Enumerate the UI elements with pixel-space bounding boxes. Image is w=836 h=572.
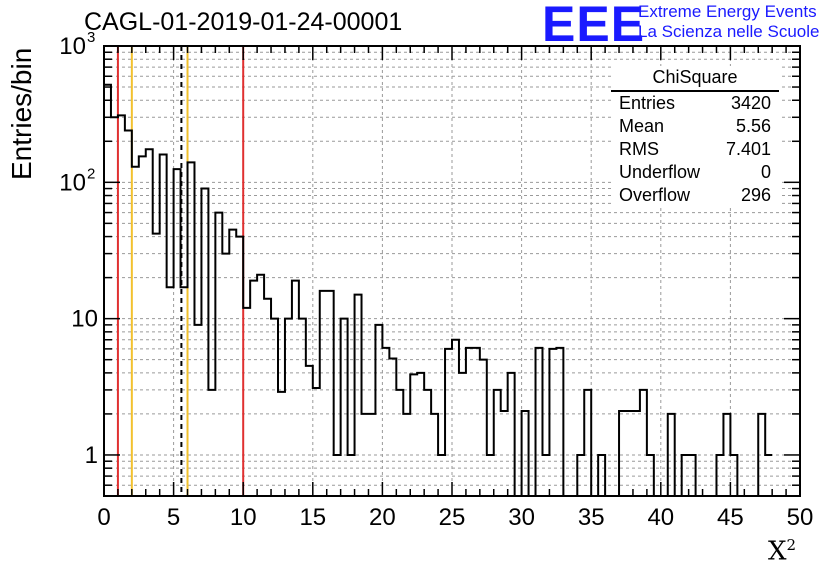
y-tick-label: 10 [71, 306, 98, 333]
y-axis-label: Entries/bin [6, 47, 37, 180]
x-tick-label: 5 [167, 504, 180, 531]
stats-value: 7.401 [725, 139, 771, 159]
eee-logo: EEE [542, 0, 646, 52]
stats-row-mean: Mean 5.56 [611, 115, 779, 138]
y-tick-exponent: 3 [87, 29, 95, 46]
x-tick-label: 0 [97, 504, 110, 531]
x-tick-label: 25 [439, 504, 466, 531]
organization-name: Extreme Energy Events La Scienza nelle S… [638, 2, 819, 42]
y-tick-label: 1 [85, 442, 98, 469]
stats-label: Underflow [619, 162, 701, 182]
x-tick-label: 50 [787, 504, 814, 531]
x-axis-label-base: X [768, 536, 787, 567]
stats-title: ChiSquare [611, 66, 779, 92]
stats-row-underflow: Underflow 0 [611, 161, 779, 184]
x-tick-label: 15 [299, 504, 326, 531]
x-axis-label-superscript: 2 [786, 536, 797, 554]
x-tick-labels: 0 5 10 15 20 25 30 35 40 45 50 [97, 504, 813, 531]
x-tick-label: 20 [369, 504, 396, 531]
stats-value: 3420 [730, 93, 771, 113]
organization-line-1: Extreme Energy Events [638, 2, 817, 21]
stats-row-entries: Entries 3420 [611, 92, 779, 115]
stats-label: Overflow [619, 185, 691, 205]
y-tick-label: 10 [59, 33, 86, 60]
x-tick-label: 40 [647, 504, 674, 531]
x-tick-label: 45 [717, 504, 744, 531]
axis-ticks [103, 45, 801, 497]
organization-line-2: La Scienza nelle Scuole [638, 22, 820, 41]
run-title: CAGL-01-2019-01-24-00001 [84, 8, 403, 36]
x-tick-label: 30 [508, 504, 535, 531]
stats-value: 296 [740, 185, 771, 205]
stats-row-overflow: Overflow 296 [611, 184, 779, 207]
stats-value: 5.56 [735, 116, 771, 136]
x-tick-label: 35 [578, 504, 605, 531]
stats-label: Entries [619, 93, 676, 113]
y-tick-exponent: 2 [87, 165, 95, 182]
stats-label: RMS [619, 139, 659, 159]
x-tick-label: 10 [230, 504, 257, 531]
stats-label: Mean [619, 116, 665, 136]
x-axis-label: X2 [768, 536, 796, 567]
stats-row-rms: RMS 7.401 [611, 138, 779, 161]
stats-value: 0 [760, 162, 771, 182]
histogram-series [104, 83, 773, 497]
y-tick-label: 10 [59, 169, 86, 196]
stats-box: ChiSquare Entries 3420 Mean 5.56 RMS 7.401 … [611, 66, 779, 207]
